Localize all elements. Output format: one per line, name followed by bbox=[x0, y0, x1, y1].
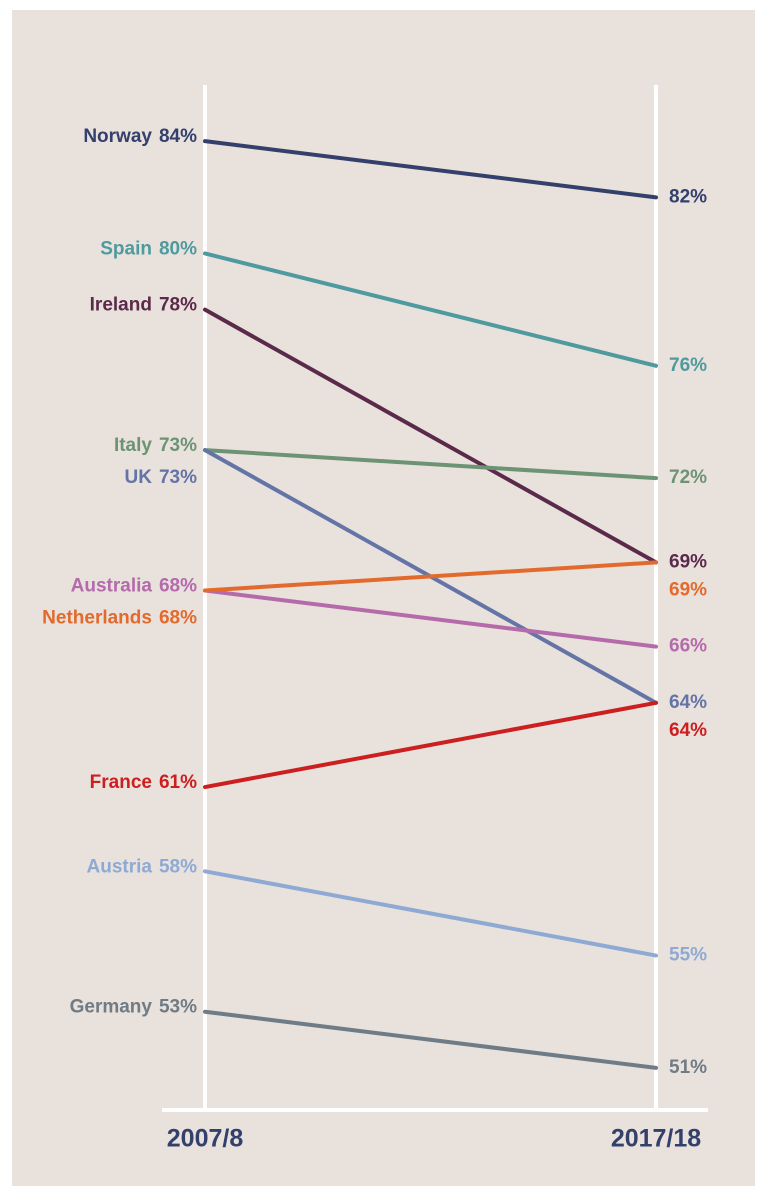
series-name: Spain bbox=[100, 239, 152, 260]
slope-line bbox=[203, 307, 658, 565]
value-label: 58% bbox=[159, 856, 197, 877]
left-label: Norway 84% bbox=[83, 126, 197, 147]
x-tick-label: 2017/18 bbox=[611, 1125, 701, 1153]
slope-line bbox=[203, 139, 658, 200]
series-name: Australia bbox=[71, 575, 153, 596]
left-label: Germany 53% bbox=[70, 997, 198, 1018]
series-name: Norway bbox=[83, 126, 152, 147]
left-label: Italy 73% bbox=[114, 435, 197, 456]
series-name: Netherlands bbox=[42, 607, 152, 628]
slope-line bbox=[203, 869, 658, 958]
right-label: 69% bbox=[669, 551, 707, 572]
series-name: Germany bbox=[70, 997, 153, 1018]
value-label: 53% bbox=[159, 997, 197, 1018]
x-tick-label: 2007/8 bbox=[167, 1125, 244, 1153]
left-label: Ireland 78% bbox=[90, 295, 197, 316]
right-label: 64% bbox=[669, 720, 707, 741]
value-label: 68% bbox=[159, 607, 197, 628]
left-label: Spain 80% bbox=[100, 239, 197, 260]
right-label: 69% bbox=[669, 579, 707, 600]
value-label: 68% bbox=[159, 575, 197, 596]
background bbox=[12, 10, 755, 1186]
slope-line bbox=[203, 588, 658, 649]
right-label: 76% bbox=[669, 355, 707, 376]
left-label: Netherlands 68% bbox=[42, 607, 197, 628]
right-label: 66% bbox=[669, 636, 707, 657]
slope-line bbox=[203, 448, 658, 481]
slope-line bbox=[203, 560, 658, 593]
value-label: 61% bbox=[159, 772, 197, 793]
right-label: 82% bbox=[669, 186, 707, 207]
right-label: 51% bbox=[669, 1057, 707, 1078]
value-label: 84% bbox=[159, 126, 197, 147]
slope-line bbox=[203, 700, 658, 790]
left-label: France 61% bbox=[90, 772, 197, 793]
slope-line bbox=[203, 1009, 658, 1070]
left-label: UK 73% bbox=[125, 467, 198, 488]
value-label: 73% bbox=[159, 435, 197, 456]
value-label: 78% bbox=[159, 295, 197, 316]
series-name: Ireland bbox=[90, 295, 152, 316]
value-label: 80% bbox=[159, 239, 197, 260]
series-name: Italy bbox=[114, 435, 152, 456]
series-name: Austria bbox=[87, 856, 153, 877]
series-name: UK bbox=[125, 467, 153, 488]
right-label: 72% bbox=[669, 467, 707, 488]
value-label: 73% bbox=[159, 467, 197, 488]
left-label: Australia 68% bbox=[71, 575, 197, 596]
left-label: Austria 58% bbox=[87, 856, 198, 877]
right-label: 64% bbox=[669, 692, 707, 713]
slope-line bbox=[203, 251, 658, 368]
series-name: France bbox=[90, 772, 152, 793]
right-label: 55% bbox=[669, 945, 707, 966]
